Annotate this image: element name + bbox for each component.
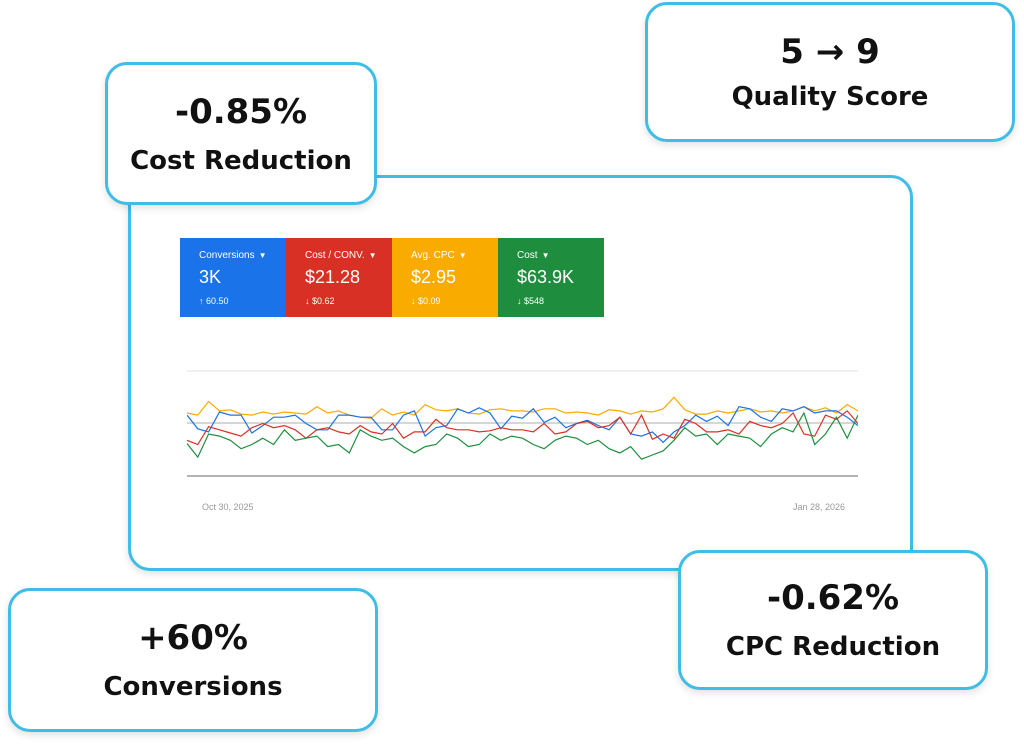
arrow-down-icon: ↓ bbox=[517, 296, 522, 306]
x-end-label: Jan 28, 2026 bbox=[793, 502, 846, 512]
stat-value: +60% bbox=[138, 618, 248, 658]
stat-label: Cost Reduction bbox=[130, 145, 352, 176]
stat-card-cpc-reduction: -0.62% CPC Reduction bbox=[678, 550, 988, 690]
dropdown-caret-icon[interactable]: ▼ bbox=[541, 251, 550, 260]
dropdown-caret-icon[interactable]: ▼ bbox=[368, 251, 377, 260]
tile-title: Cost / CONV. bbox=[305, 250, 365, 261]
stat-value: 5 → 9 bbox=[780, 32, 880, 72]
line-chart bbox=[187, 370, 858, 477]
stat-label: CPC Reduction bbox=[725, 632, 941, 662]
tile-delta: $548 bbox=[524, 296, 545, 306]
tile-value: $63.9K bbox=[517, 267, 575, 287]
arrow-up-icon: ↑ bbox=[199, 296, 204, 306]
tile-title: Avg. CPC bbox=[411, 250, 455, 261]
tile-cost-per-conv[interactable]: Cost / CONV. ▼ $21.28 ↓ $0.62 bbox=[286, 238, 392, 317]
stat-card-cost-reduction: -0.85% Cost Reduction bbox=[105, 62, 377, 205]
tile-value: $2.95 bbox=[411, 267, 457, 287]
arrow-down-icon: ↓ bbox=[411, 296, 416, 306]
dropdown-caret-icon[interactable]: ▼ bbox=[258, 251, 267, 260]
series-line-conversions bbox=[187, 406, 858, 444]
stat-card-conversions: +60% Conversions bbox=[8, 588, 378, 732]
series-line-cost-conv- bbox=[187, 410, 858, 446]
tile-delta: $0.62 bbox=[312, 296, 335, 306]
stat-label: Conversions bbox=[103, 672, 283, 702]
series-line-avg-cpc bbox=[187, 396, 858, 419]
tile-cost[interactable]: Cost ▼ $63.9K ↓ $548 bbox=[498, 238, 604, 317]
tile-value: $21.28 bbox=[305, 267, 361, 287]
tile-title: Cost bbox=[517, 250, 538, 261]
metric-tiles: Conversions ▼ 3K ↑ 60.50 Cost / CONV. ▼ $2… bbox=[180, 238, 604, 317]
stat-label: Quality Score bbox=[731, 82, 929, 112]
tile-delta: 60.50 bbox=[206, 296, 229, 306]
tile-value: 3K bbox=[199, 267, 222, 287]
stat-value: -0.62% bbox=[766, 578, 900, 618]
tile-title: Conversions bbox=[199, 250, 255, 261]
stat-value: -0.85% bbox=[174, 91, 308, 132]
dropdown-caret-icon[interactable]: ▼ bbox=[458, 251, 467, 260]
stat-card-quality-score: 5 → 9 Quality Score bbox=[645, 2, 1015, 142]
series-line-cost bbox=[187, 411, 858, 460]
x-start-label: Oct 30, 2025 bbox=[202, 502, 254, 512]
tile-delta: $0.09 bbox=[418, 296, 441, 306]
tile-conversions[interactable]: Conversions ▼ 3K ↑ 60.50 bbox=[180, 238, 286, 317]
tile-avg-cpc[interactable]: Avg. CPC ▼ $2.95 ↓ $0.09 bbox=[392, 238, 498, 317]
arrow-down-icon: ↓ bbox=[305, 296, 310, 306]
